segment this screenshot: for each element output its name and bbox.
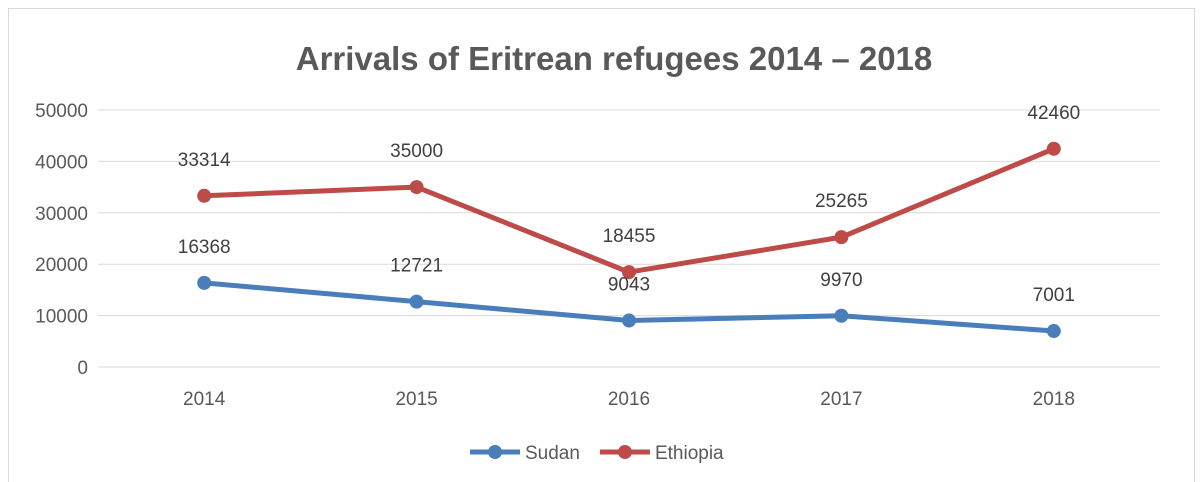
data-point	[197, 275, 212, 290]
series-lines	[197, 141, 1061, 339]
data-point	[622, 265, 636, 280]
data-point	[409, 180, 424, 195]
legend-marker	[488, 445, 502, 459]
data-label: 9970	[820, 270, 862, 291]
x-tick-label: 2015	[395, 389, 437, 410]
y-tick-label: 30000	[35, 204, 88, 225]
chart-title: Arrivals of Eritrean refugees 2014 – 201…	[296, 40, 933, 77]
data-labels: 16368 12721 9043 9970 7001 33314 35000 18455 252…	[178, 103, 1080, 306]
legend-label: Sudan	[525, 443, 580, 464]
data-point	[1046, 141, 1061, 156]
y-tick-label: 50000	[35, 101, 88, 122]
y-tick-label: 40000	[35, 152, 88, 173]
data-label: 9043	[608, 275, 650, 296]
legend-item-sudan: Sudan	[470, 443, 580, 464]
legend-marker	[617, 445, 632, 459]
data-point	[1046, 324, 1061, 339]
data-label: 12721	[390, 256, 443, 277]
data-point	[834, 308, 849, 323]
data-label: 16368	[178, 237, 231, 258]
y-tick-label: 20000	[35, 255, 88, 276]
data-label: 7001	[1033, 285, 1075, 306]
chart-frame	[8, 8, 1195, 482]
x-tick-label: 2016	[608, 389, 650, 410]
data-label: 35000	[390, 141, 443, 162]
data-label: 18455	[603, 226, 656, 247]
data-point	[197, 188, 212, 203]
data-point	[409, 294, 424, 309]
y-tick-label: 10000	[35, 307, 88, 328]
legend: Sudan Ethiopia	[470, 443, 724, 464]
data-label: 25265	[815, 191, 868, 212]
legend-label: Ethiopia	[655, 443, 724, 464]
y-tick-label: 0	[77, 358, 88, 379]
series-line	[201, 146, 1057, 275]
x-tick-label: 2017	[820, 389, 862, 410]
x-axis-ticks: 2014 2015 2016 2017 2018	[183, 389, 1075, 410]
x-tick-label: 2014	[183, 389, 226, 410]
y-axis-ticks: 0 10000 20000 30000 40000 50000	[35, 101, 88, 379]
data-point	[622, 313, 636, 328]
series-ethiopia	[197, 141, 1061, 280]
data-label: 33314	[178, 150, 231, 171]
legend-item-ethiopia: Ethiopia	[599, 443, 724, 464]
data-point	[834, 230, 849, 245]
data-label: 42460	[1027, 103, 1080, 124]
x-tick-label: 2018	[1033, 389, 1075, 410]
series-sudan	[197, 275, 1061, 339]
